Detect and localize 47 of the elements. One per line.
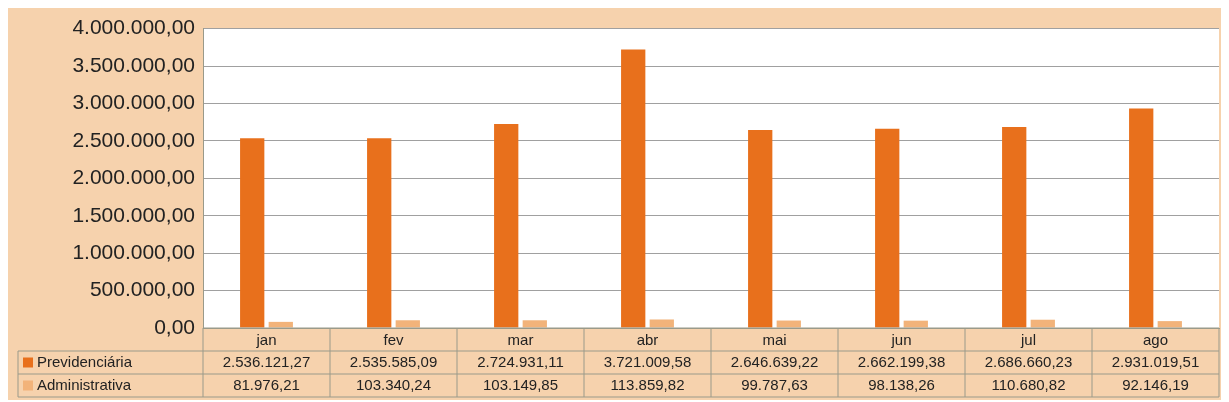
data-label: 92.146,19 [1122, 375, 1189, 393]
data-label: 103.149,85 [482, 375, 559, 393]
bar [494, 124, 519, 328]
x-tick-label: jun [890, 331, 912, 349]
bar [395, 320, 420, 328]
legend-label: Previdenciária [37, 352, 133, 370]
x-tick-label: jan [255, 331, 277, 349]
x-tick-label: mar [507, 331, 534, 349]
data-label: 2.686.660,23 [984, 352, 1073, 370]
data-label: 81.976,21 [233, 375, 300, 393]
bar [240, 138, 265, 328]
y-tick-label: 3.500.000,00 [72, 52, 195, 76]
x-tick-label: fev [383, 331, 404, 349]
data-label: 2.535.585,09 [349, 352, 438, 370]
bar [621, 49, 646, 328]
y-tick-label: 3.000.000,00 [72, 90, 195, 114]
data-label: 113.859,82 [610, 375, 685, 393]
y-tick-label: 2.500.000,00 [72, 127, 195, 151]
legend-label: Administrativa [37, 375, 132, 393]
data-label: 2.662.199,38 [857, 352, 946, 370]
y-tick-label: 1.500.000,00 [72, 202, 195, 226]
data-label: 2.724.931,11 [477, 352, 564, 370]
x-tick-label: ago [1142, 331, 1169, 349]
x-tick-label: jul [1019, 331, 1037, 349]
y-tick-label: 1.000.000,00 [72, 239, 195, 263]
y-tick-label: 4.000.000,00 [72, 15, 195, 39]
bar [748, 129, 773, 328]
bar [1129, 108, 1154, 328]
y-tick-label: 0,00 [154, 314, 195, 338]
bar [367, 138, 392, 328]
data-label: 2.536.121,27 [222, 352, 311, 370]
bar [522, 320, 547, 328]
data-label: 3.721.009,58 [603, 352, 692, 370]
data-label: 99.787,63 [741, 375, 808, 393]
data-label: 2.646.639,22 [730, 352, 819, 370]
bar [649, 319, 674, 328]
data-label: 2.931.019,51 [1111, 352, 1200, 370]
data-label: 103.340,24 [355, 375, 432, 393]
x-tick-label: mai [762, 331, 787, 349]
y-tick-label: 500.000,00 [89, 277, 195, 301]
bar [1157, 321, 1182, 328]
y-tick-label: 2.000.000,00 [72, 165, 195, 189]
data-label: 98.138,26 [868, 375, 935, 393]
bar [1002, 126, 1027, 328]
bar [875, 128, 900, 328]
data-label: 110.680,82 [991, 375, 1066, 393]
x-tick-label: abr [636, 331, 659, 349]
